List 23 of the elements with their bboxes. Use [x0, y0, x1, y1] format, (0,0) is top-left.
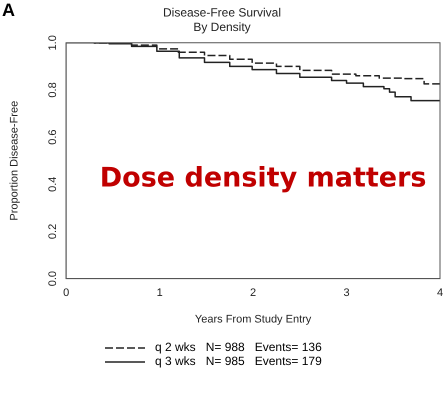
x-axis-title: Years From Study Entry: [194, 313, 312, 326]
x-tick-label: 2: [250, 287, 256, 300]
y-tick-label: 0.6: [47, 129, 60, 145]
text: Events= 136: [254, 340, 323, 354]
text: A: [2, 0, 15, 21]
x-tick-label: 4: [436, 287, 444, 300]
x-tick-label: 0: [63, 287, 70, 300]
legend-label: q 2 wks: [155, 340, 197, 354]
text: N= 988: [206, 340, 246, 354]
x-tick-label: 3: [343, 287, 350, 300]
y-tick-label: 0.8: [47, 82, 60, 98]
text: N= 985: [206, 354, 246, 368]
annotation: Dose density matters: [100, 162, 426, 194]
chart-subtitle: By Density: [193, 20, 251, 34]
y-tick-label: 0.2: [47, 224, 60, 240]
legend-label: q 3 wks: [155, 354, 197, 368]
text: Events= 179: [254, 354, 323, 368]
y-tick-label: 0.4: [47, 176, 60, 192]
x-tick-label: 1: [156, 287, 163, 300]
y-axis-title: Proportion Disease-Free: [8, 100, 21, 221]
y-tick-label: 1.0: [47, 35, 60, 50]
y-tick-label: 0.0: [47, 270, 60, 286]
chart-title: Disease-Free Survival: [162, 6, 282, 20]
